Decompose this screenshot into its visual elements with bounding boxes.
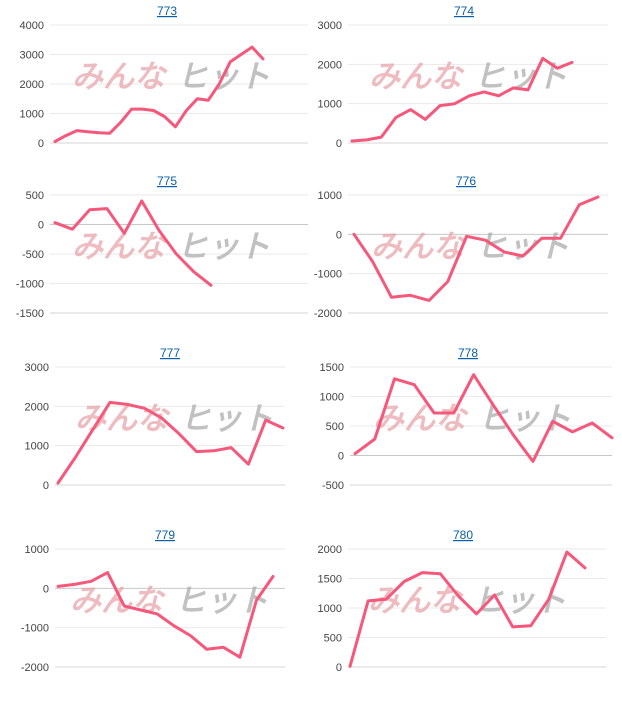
watermark-right-text: ヒット xyxy=(476,229,569,265)
chart-panel-780: 780 0 500 1000 1500 2000 みんな ヒット xyxy=(310,524,622,694)
y-tick-label: 1000 xyxy=(20,109,44,121)
chart-775: 775 -1500 -1000 -500 0 500 みんな ヒット xyxy=(16,174,308,320)
watermark-right-text: ヒット xyxy=(180,401,273,437)
series-line xyxy=(348,550,587,668)
series-line xyxy=(53,45,265,143)
watermark-left-text: みんな xyxy=(373,401,469,437)
y-tick-label: 1000 xyxy=(25,544,49,556)
y-tick-label: 2000 xyxy=(318,59,342,71)
chart-panel-773: 773 0 1000 2000 3000 4000 みんな ヒット xyxy=(0,0,310,160)
chart-title[interactable]: 773 xyxy=(157,4,177,18)
chart-panel-775: 775 -1500 -1000 -500 0 500 みんな ヒット xyxy=(0,170,310,330)
y-tick-label: 1000 xyxy=(25,441,49,453)
y-tick-label: 2000 xyxy=(25,401,49,413)
chart-777: 777 0 1000 2000 3000 みんな ヒット xyxy=(25,346,285,492)
chart-title[interactable]: 776 xyxy=(456,174,476,188)
y-tick-label: 0 xyxy=(336,138,342,150)
chart-panel-776: 776 -2000 -1000 0 1000 みんな ヒット xyxy=(310,170,622,330)
series-line xyxy=(350,56,574,143)
y-tick-label: 0 xyxy=(336,229,342,241)
y-tick-label: 500 xyxy=(326,421,344,433)
chart-panel-777: 777 0 1000 2000 3000 みんな ヒット xyxy=(0,342,310,506)
chart-778: 778 -500 0 500 1000 1500 みんな ヒット xyxy=(320,346,614,492)
y-tick-label: 500 xyxy=(26,190,44,202)
y-tick-label: 1000 xyxy=(320,392,344,404)
y-tick-label: -2000 xyxy=(314,308,342,320)
series-line xyxy=(56,400,285,485)
y-tick-label: 3000 xyxy=(318,20,342,32)
chart-title[interactable]: 780 xyxy=(453,528,473,542)
watermark-left-text: みんな xyxy=(72,229,168,265)
chart-title[interactable]: 775 xyxy=(157,174,177,188)
y-tick-label: 1000 xyxy=(318,99,342,111)
chart-panel-774: 774 0 1000 2000 3000 みんな ヒット xyxy=(310,0,622,160)
y-tick-label: -1000 xyxy=(314,269,342,281)
y-tick-label: 2000 xyxy=(318,544,342,556)
watermark-left-text: みんな xyxy=(75,401,171,437)
y-tick-label: 0 xyxy=(43,583,49,595)
y-tick-label: 0 xyxy=(336,662,342,674)
watermark-left-text: みんな xyxy=(371,229,467,265)
y-tick-label: -1000 xyxy=(16,279,44,291)
y-tick-label: 0 xyxy=(338,451,344,463)
y-tick-label: 1000 xyxy=(318,603,342,615)
chart-panel-778: 778 -500 0 500 1000 1500 みんな ヒット xyxy=(310,342,622,506)
y-tick-label: 1000 xyxy=(318,190,342,202)
y-tick-label: 3000 xyxy=(20,50,44,62)
series-line xyxy=(53,199,213,287)
chart-776: 776 -2000 -1000 0 1000 みんな ヒット xyxy=(314,174,608,320)
chart-title[interactable]: 774 xyxy=(454,4,474,18)
chart-title[interactable]: 778 xyxy=(458,346,478,360)
watermark-left-text: みんな xyxy=(369,59,465,95)
y-tick-label: -2000 xyxy=(21,662,49,674)
y-tick-label: 2000 xyxy=(20,79,44,91)
y-tick-label: -1000 xyxy=(21,623,49,635)
y-tick-label: 1500 xyxy=(318,574,342,586)
series-line xyxy=(56,571,275,659)
y-tick-label: 0 xyxy=(38,220,44,232)
watermark-left-text: みんな xyxy=(368,583,464,619)
chart-title[interactable]: 779 xyxy=(155,528,175,542)
y-tick-label: 4000 xyxy=(20,20,44,32)
watermark-right-text: ヒット xyxy=(177,229,270,265)
y-tick-label: -500 xyxy=(22,249,44,261)
y-tick-label: 0 xyxy=(43,480,49,492)
chart-panel-779: 779 -2000 -1000 0 1000 みんな ヒット xyxy=(0,524,310,694)
y-tick-label: -1500 xyxy=(16,308,44,320)
watermark-left-text: みんな xyxy=(72,59,168,95)
y-tick-label: 3000 xyxy=(25,362,49,374)
watermark-right-text: ヒット xyxy=(478,401,571,437)
y-tick-label: -500 xyxy=(322,480,344,492)
y-tick-label: 1500 xyxy=(320,362,344,374)
y-tick-label: 0 xyxy=(38,138,44,150)
chart-title[interactable]: 777 xyxy=(160,346,180,360)
series-line xyxy=(352,195,600,302)
y-tick-label: 500 xyxy=(324,633,342,645)
series-line xyxy=(353,373,614,463)
